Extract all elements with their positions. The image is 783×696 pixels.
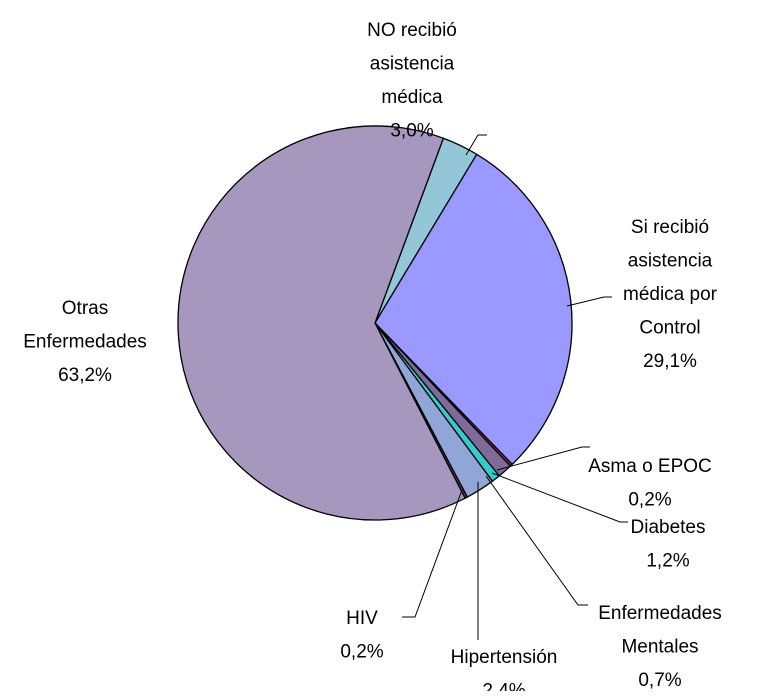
category-label: NO recibió asistencia médica <box>367 20 457 108</box>
category-label: Hipertensión <box>451 647 558 668</box>
category-label: Otras Enfermedades <box>23 298 147 353</box>
category-label: HIV <box>346 608 378 629</box>
value-label: 29,1% <box>643 351 697 372</box>
category-label: Diabetes <box>631 517 706 538</box>
leader-lines <box>402 134 628 640</box>
leader-line <box>465 134 487 156</box>
value-label: 3,0% <box>390 121 433 142</box>
pie-slice <box>374 153 573 466</box>
value-label: 0,2% <box>340 642 383 663</box>
leader-line <box>485 475 588 606</box>
leader-line <box>491 472 628 523</box>
value-label: 0,2% <box>628 490 671 511</box>
value-label: 1,2% <box>646 551 689 572</box>
value-label: 0,7% <box>638 670 681 691</box>
pie <box>177 125 573 521</box>
leader-line <box>566 296 612 307</box>
category-label: Si recibió asistencia médica por Control <box>623 217 718 339</box>
category-label: Asma o EPOC <box>588 456 712 477</box>
value-label: 2,4% <box>482 681 525 692</box>
leader-line <box>496 446 590 471</box>
category-label: Enfermedades Mentales <box>598 603 722 658</box>
pie-slice <box>177 125 466 521</box>
leader-line <box>402 489 463 618</box>
value-label: 63,2% <box>58 365 112 386</box>
